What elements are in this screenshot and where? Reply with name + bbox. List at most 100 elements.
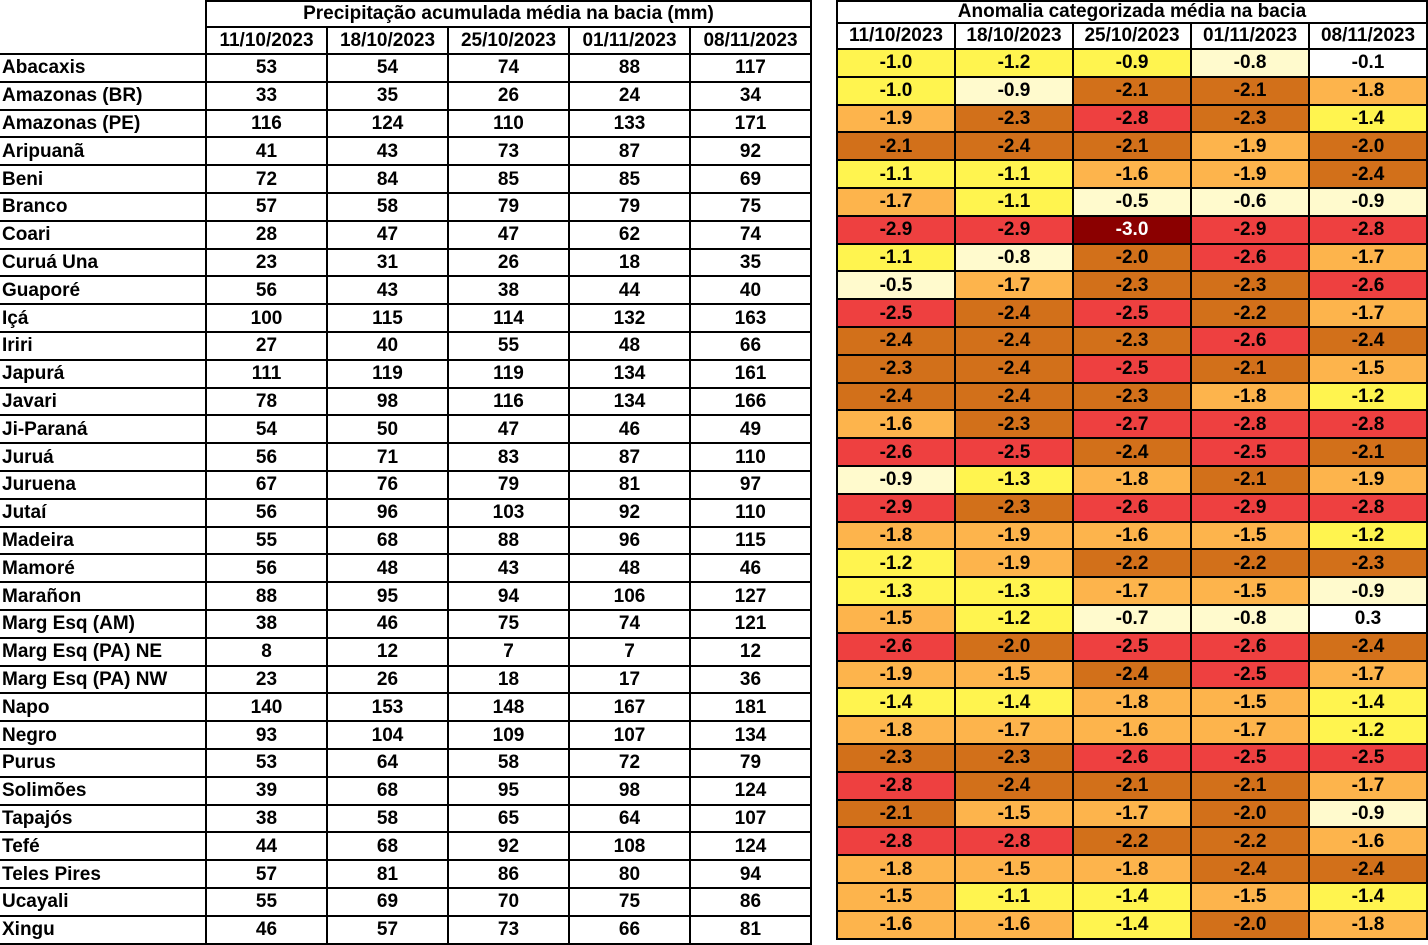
- precip-value: 115: [689, 525, 812, 556]
- anomaly-value: -2.3: [953, 492, 1075, 523]
- table-row: -1.6 -1.6 -1.4 -2.0 -1.8: [836, 909, 1428, 940]
- basin-name: Coari: [0, 219, 207, 250]
- anomaly-value: -2.6: [836, 631, 956, 662]
- anomaly-value: -1.6: [1071, 520, 1193, 551]
- anomaly-value: -1.7: [1308, 659, 1428, 690]
- precip-value: 46: [205, 914, 328, 945]
- precip-value: 58: [326, 191, 449, 222]
- anomaly-value: -0.9: [1308, 186, 1428, 217]
- anomaly-value: -1.8: [1190, 381, 1310, 412]
- precip-value: 43: [447, 553, 570, 584]
- anomaly-value: -2.6: [1190, 631, 1310, 662]
- precip-value: 56: [205, 275, 328, 306]
- table-row: Negro 93 104 109 107 134: [0, 720, 812, 750]
- anomaly-value: -1.5: [953, 854, 1075, 884]
- anomaly-value: -1.8: [1308, 75, 1428, 106]
- anomaly-value: -0.1: [1308, 48, 1428, 78]
- table-row: -2.3 -2.3 -2.6 -2.5 -2.5: [836, 742, 1428, 773]
- anomaly-value: -2.0: [1190, 798, 1310, 829]
- table-row: -1.2 -1.9 -2.2 -2.2 -2.3: [836, 548, 1428, 579]
- table-row: -1.9 -2.3 -2.8 -2.3 -1.4: [836, 103, 1428, 134]
- anomaly-value: -0.9: [1308, 576, 1428, 606]
- anomaly-value: -2.6: [1308, 270, 1428, 301]
- precip-table-title: Precipitação acumulada média na bacia (m…: [205, 0, 812, 28]
- precip-value: 92: [447, 831, 570, 862]
- precip-value: 79: [447, 191, 570, 222]
- precip-value: 55: [447, 330, 570, 361]
- anomaly-value: -1.6: [1308, 826, 1428, 857]
- precip-value: 72: [205, 164, 328, 194]
- anomaly-value: -1.0: [836, 75, 956, 106]
- precip-value: 24: [568, 80, 691, 111]
- table-row: -1.9 -1.5 -2.4 -2.5 -1.7: [836, 659, 1428, 690]
- basin-name: Teles Pires: [0, 859, 207, 889]
- precip-value: 181: [689, 692, 812, 723]
- table-row: Amazonas (PE) 116 124 110 133 171: [0, 108, 812, 139]
- precip-value: 47: [326, 219, 449, 250]
- anomaly-value: -2.4: [1308, 631, 1428, 662]
- anomaly-value: -2.8: [1308, 214, 1428, 245]
- anomaly-value: -1.5: [1308, 353, 1428, 384]
- precip-value: 94: [689, 859, 812, 889]
- precip-value: 95: [326, 581, 449, 611]
- precip-value: 140: [205, 692, 328, 723]
- table-row: Purus 53 64 58 72 79: [0, 747, 812, 778]
- table-row: -0.9 -1.3 -1.8 -2.1 -1.9: [836, 464, 1428, 495]
- anomaly-value: -2.3: [1190, 103, 1310, 134]
- table-row: -1.8 -1.5 -1.8 -2.4 -2.4: [836, 854, 1428, 884]
- anomaly-value: -1.9: [1190, 159, 1310, 189]
- precip-value: 23: [205, 247, 328, 278]
- precip-value: 38: [447, 275, 570, 306]
- anomaly-date-header: 11/10/2023: [836, 22, 956, 50]
- precip-value: 92: [568, 497, 691, 528]
- basin-name: Amazonas (PE): [0, 108, 207, 139]
- basin-name: Aripuanã: [0, 136, 207, 167]
- precip-value: 85: [447, 164, 570, 194]
- precip-value: 56: [205, 442, 328, 472]
- basin-name: Napo: [0, 692, 207, 723]
- table-row: -1.4 -1.4 -1.8 -1.5 -1.4: [836, 687, 1428, 718]
- precip-value: 48: [568, 330, 691, 361]
- anomaly-value: -0.9: [1308, 798, 1428, 829]
- precip-value: 18: [447, 664, 570, 695]
- table-row: Branco 57 58 79 79 75: [0, 191, 812, 222]
- anomaly-value: -2.4: [1308, 159, 1428, 189]
- anomaly-value: -1.7: [836, 186, 956, 217]
- anomaly-value: -2.1: [836, 798, 956, 829]
- anomaly-value: -1.3: [953, 576, 1075, 606]
- precip-value: 98: [568, 775, 691, 806]
- basin-name: Tapajós: [0, 803, 207, 834]
- anomaly-value: -1.2: [836, 548, 956, 579]
- precip-value: 70: [447, 886, 570, 917]
- precip-value: 26: [447, 247, 570, 278]
- anomaly-value: -2.0: [1190, 909, 1310, 940]
- precip-value: 47: [447, 219, 570, 250]
- precip-value: 43: [326, 136, 449, 167]
- anomaly-value: -2.4: [1308, 854, 1428, 884]
- table-row: Teles Pires 57 81 86 80 94: [0, 859, 812, 889]
- precip-value: 34: [689, 80, 812, 111]
- table-row: -2.5 -2.4 -2.5 -2.2 -1.7: [836, 298, 1428, 328]
- precip-value: 79: [689, 747, 812, 778]
- precip-value: 48: [326, 553, 449, 584]
- anomaly-value: -2.8: [1308, 492, 1428, 523]
- table-row: Aripuanã 41 43 73 87 92: [0, 136, 812, 167]
- anomaly-value: -2.5: [1071, 353, 1193, 384]
- precip-value: 97: [689, 469, 812, 500]
- anomaly-value: -1.4: [953, 687, 1075, 718]
- anomaly-value: -2.4: [953, 353, 1075, 384]
- table-row: Mamoré 56 48 43 48 46: [0, 553, 812, 584]
- precip-value: 119: [447, 358, 570, 389]
- precip-value: 58: [447, 747, 570, 778]
- anomaly-value: -2.3: [836, 353, 956, 384]
- anomaly-value: -2.1: [1071, 770, 1193, 801]
- anomaly-value: 0.3: [1308, 603, 1428, 634]
- precip-value: 46: [326, 608, 449, 639]
- precip-value: 35: [326, 80, 449, 111]
- precip-value: 73: [447, 136, 570, 167]
- anomaly-value: -1.5: [1190, 687, 1310, 718]
- table-row: -1.6 -2.3 -2.7 -2.8 -2.8: [836, 409, 1428, 440]
- anomaly-value: -2.5: [1308, 742, 1428, 773]
- basin-name: Branco: [0, 191, 207, 222]
- anomaly-value: -2.4: [953, 325, 1075, 356]
